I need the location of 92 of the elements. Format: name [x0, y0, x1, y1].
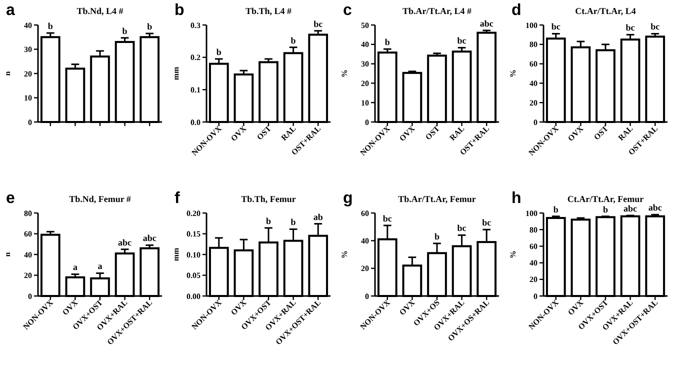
annotation: b	[266, 216, 272, 226]
annotation: bc	[382, 213, 392, 224]
annotation: abc	[648, 202, 662, 213]
y-tick-label: 20	[361, 79, 369, 88]
y-tick-label: 60	[530, 60, 538, 69]
annotation: b	[434, 231, 440, 242]
annotation: a	[98, 261, 103, 272]
y-axis-title: %	[340, 70, 349, 78]
y-tick-label: 0.3	[190, 20, 200, 30]
y-tick-label: 40	[361, 236, 369, 246]
chart-title: Ct.Ar/Tt.Ar, L4	[575, 6, 636, 16]
y-tick-label: 30	[361, 60, 369, 69]
y-tick-label: 20	[530, 98, 538, 108]
text: c	[343, 2, 352, 19]
text: g	[343, 190, 353, 207]
annotation: b	[290, 217, 296, 228]
annotation: b	[290, 35, 296, 46]
y-tick-label: 40	[24, 250, 32, 260]
annotation: bc	[551, 22, 560, 32]
y-tick-label: 80	[24, 208, 32, 218]
chart-title: Tb.Ar/Tt.Ar, L4 #	[402, 6, 472, 16]
annotation: b	[48, 21, 53, 32]
annotation: b	[384, 37, 390, 48]
annotation: abc	[142, 233, 156, 244]
text: b	[174, 2, 184, 19]
y-tick-label: 0.1	[190, 85, 200, 94]
y-tick-label: 30	[24, 45, 32, 54]
y-axis-title: n	[3, 252, 12, 257]
text: h	[512, 190, 522, 207]
y-axis-title: %	[508, 70, 518, 78]
annotation: b	[553, 204, 558, 214]
y-tick-label: 20	[361, 264, 369, 274]
chart-title: Tb.Ar/Tt.Ar, Femur	[398, 194, 476, 204]
y-axis-title: mm	[172, 66, 180, 80]
y-tick-label: 0	[28, 292, 32, 301]
annotation: b	[147, 21, 152, 32]
y-tick-label: 0	[365, 118, 369, 127]
annotation: ab	[313, 212, 323, 222]
y-axis-title: %	[340, 250, 349, 258]
annotation: b	[602, 204, 608, 214]
annotation: bc	[650, 22, 660, 32]
y-tick-label: 60	[530, 242, 538, 251]
y-tick-label: 0.05	[186, 271, 200, 280]
y-tick-label: 0.00	[186, 292, 200, 301]
chart-title: Tb.Th, L4 #	[245, 6, 292, 16]
y-tick-label: 0.0	[190, 118, 200, 127]
y-axis-title: mm	[172, 248, 180, 262]
y-tick-label: 0	[534, 118, 538, 127]
annotation: a	[72, 262, 78, 272]
annotation: bc	[626, 22, 635, 33]
y-tick-label: 40	[530, 79, 538, 88]
y-tick-label: 0	[365, 292, 369, 301]
y-tick-label: 40	[24, 20, 32, 30]
y-tick-label: 10	[361, 98, 369, 108]
y-tick-label: 100	[526, 208, 538, 218]
y-tick-label: 60	[24, 230, 32, 239]
y-tick-label: 80	[530, 40, 538, 50]
annotation: b	[216, 46, 222, 57]
annotation: bc	[482, 218, 492, 228]
y-tick-label: 20	[24, 271, 32, 280]
chart-title: Tb.Th, Femur	[241, 194, 296, 204]
y-axis-title: n	[3, 70, 12, 76]
y-tick-label: 20	[530, 275, 538, 284]
text: d	[512, 2, 522, 19]
annotation: abc	[480, 18, 494, 28]
y-tick-label: 60	[361, 208, 369, 218]
y-tick-label: 80	[530, 225, 538, 234]
y-tick-label: 40	[361, 40, 369, 50]
text: e	[6, 190, 15, 207]
y-tick-label: 0.15	[186, 230, 200, 239]
y-tick-label: 20	[24, 69, 32, 78]
chart-title: Tb.Nd, Femur #	[69, 194, 132, 204]
chart-title: Tb.Nd, L4 #	[76, 6, 124, 16]
y-tick-label: 0.20	[186, 208, 200, 218]
y-tick-label: 100	[526, 20, 538, 30]
annotation: abc	[624, 203, 638, 214]
annotation: bc	[314, 18, 323, 29]
y-axis-title: %	[508, 250, 518, 258]
y-tick-label: 0.2	[190, 53, 200, 62]
y-tick-label: 10	[24, 94, 32, 103]
annotation: bc	[457, 36, 466, 46]
y-tick-label: 0.10	[186, 250, 200, 260]
y-tick-label: 0	[534, 292, 538, 301]
annotation: abc	[118, 237, 132, 248]
text: a	[6, 2, 15, 19]
y-tick-label: 50	[361, 20, 369, 30]
text: f	[174, 190, 180, 207]
annotation: bc	[457, 223, 466, 234]
chart-title: Ct.Ar/Tt.Ar, Femur	[567, 194, 644, 204]
y-tick-label: 40	[530, 258, 538, 268]
annotation: b	[122, 26, 128, 36]
y-tick-label: 0	[28, 118, 32, 127]
